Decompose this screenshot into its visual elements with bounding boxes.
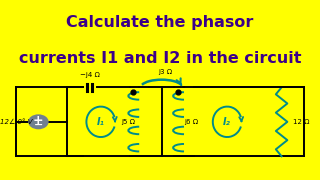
Text: j3 Ω: j3 Ω [158,69,172,75]
Text: +: + [33,114,44,127]
Text: Calculate the phasor: Calculate the phasor [66,15,254,30]
Text: j5 Ω: j5 Ω [122,119,136,125]
Text: 12 Ω: 12 Ω [293,119,309,125]
Text: 12∠ 0° V: 12∠ 0° V [0,119,33,125]
Text: I₂: I₂ [223,117,231,127]
Text: −j4 Ω: −j4 Ω [80,72,100,78]
Text: currents I1 and I2 in the circuit: currents I1 and I2 in the circuit [19,51,301,66]
Text: −: − [34,120,43,130]
Text: j6 Ω: j6 Ω [185,119,199,125]
Circle shape [28,114,49,129]
Text: I₁: I₁ [97,117,105,127]
